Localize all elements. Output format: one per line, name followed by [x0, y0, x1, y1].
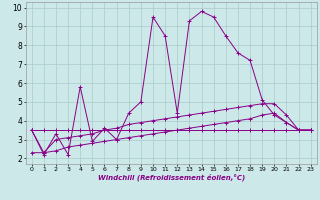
X-axis label: Windchill (Refroidissement éolien,°C): Windchill (Refroidissement éolien,°C)	[98, 174, 245, 181]
